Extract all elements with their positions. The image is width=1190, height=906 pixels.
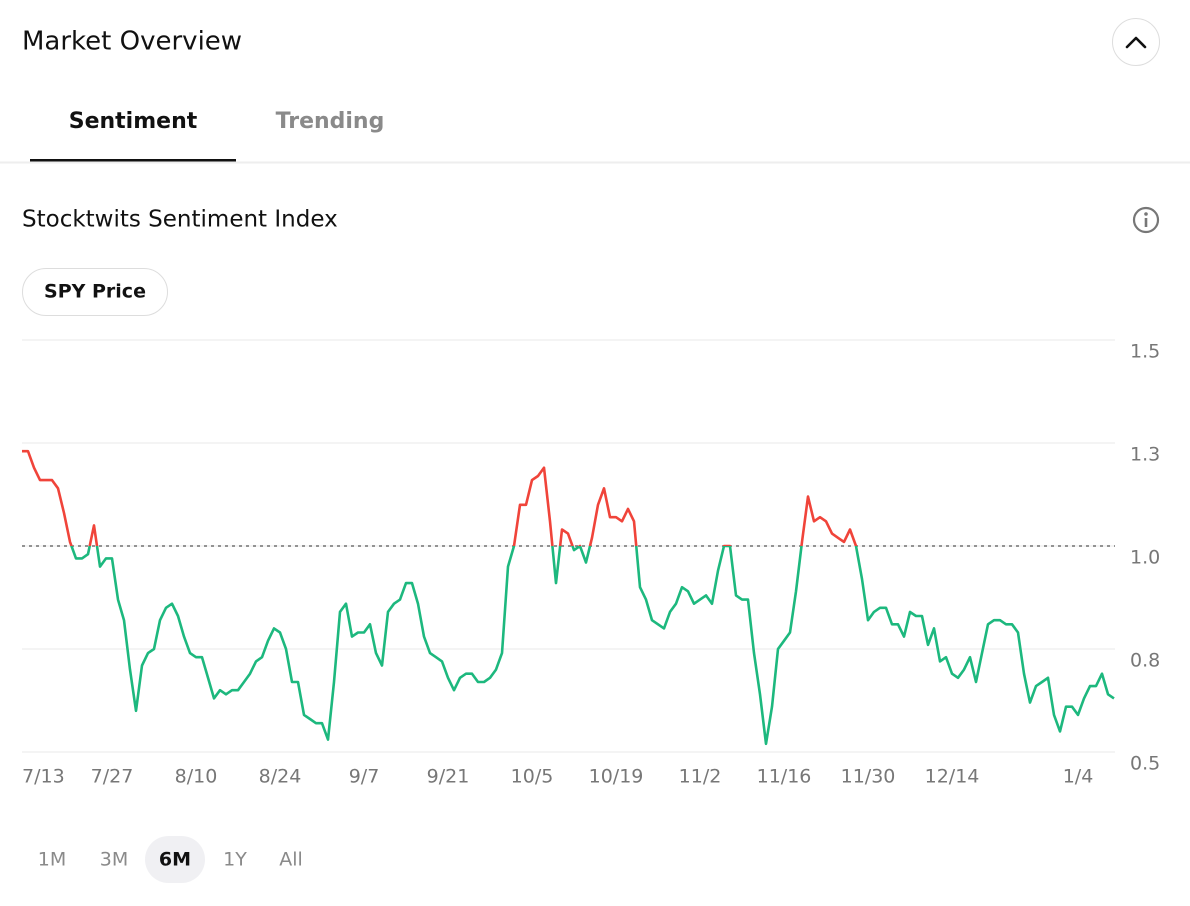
y-tick-label: 1.3: [1130, 444, 1160, 466]
range-pill[interactable]: [145, 836, 205, 883]
x-tick-label: 1/4: [1063, 766, 1094, 788]
info-icon[interactable]: [1132, 206, 1160, 234]
x-tick-label: 7/27: [91, 766, 134, 788]
toggle-label[interactable]: SPY Price: [44, 281, 146, 303]
info-dot: [1144, 212, 1148, 216]
y-tick-label: 1.5: [1130, 341, 1160, 363]
chevron-up: [1125, 36, 1147, 49]
x-tick-label: 10/19: [589, 766, 644, 788]
x-tick-label: 11/2: [679, 766, 722, 788]
range-button[interactable]: All: [279, 849, 303, 871]
sentiment-line-above: [22, 449, 858, 546]
section-title: Stocktwits Sentiment Index: [22, 207, 338, 233]
y-tick-label: 1.0: [1130, 547, 1160, 569]
x-tick-label: 11/16: [757, 766, 812, 788]
info-circle: [1132, 206, 1160, 234]
range-button[interactable]: 3M: [100, 849, 128, 871]
x-tick-label: 10/5: [511, 766, 554, 788]
x-tick-label: 7/13: [22, 766, 65, 788]
tab[interactable]: Trending: [276, 109, 385, 134]
range-button[interactable]: 1Y: [223, 849, 247, 871]
toggle-pill[interactable]: [22, 268, 168, 316]
y-tick-label: 0.5: [1130, 753, 1160, 775]
range-button[interactable]: 6M: [159, 849, 191, 871]
spy-toggle[interactable]: SPY Price: [22, 268, 168, 316]
tab[interactable]: Sentiment: [69, 109, 198, 134]
y-tick-label: 0.8: [1130, 650, 1160, 672]
x-tick-label: 9/7: [349, 766, 380, 788]
x-tick-label: 12/14: [925, 766, 980, 788]
range-button[interactable]: 1M: [38, 849, 66, 871]
collapse-circle[interactable]: [1112, 18, 1160, 66]
x-tick-label: 11/30: [841, 766, 896, 788]
collapse-button[interactable]: [1112, 18, 1160, 66]
sentiment-line-below: [70, 546, 1115, 746]
x-tick-label: 8/24: [259, 766, 302, 788]
x-tick-label: 8/10: [175, 766, 218, 788]
tab-underline: [30, 159, 236, 162]
header-title: Market Overview: [22, 27, 242, 57]
x-tick-label: 9/21: [427, 766, 470, 788]
